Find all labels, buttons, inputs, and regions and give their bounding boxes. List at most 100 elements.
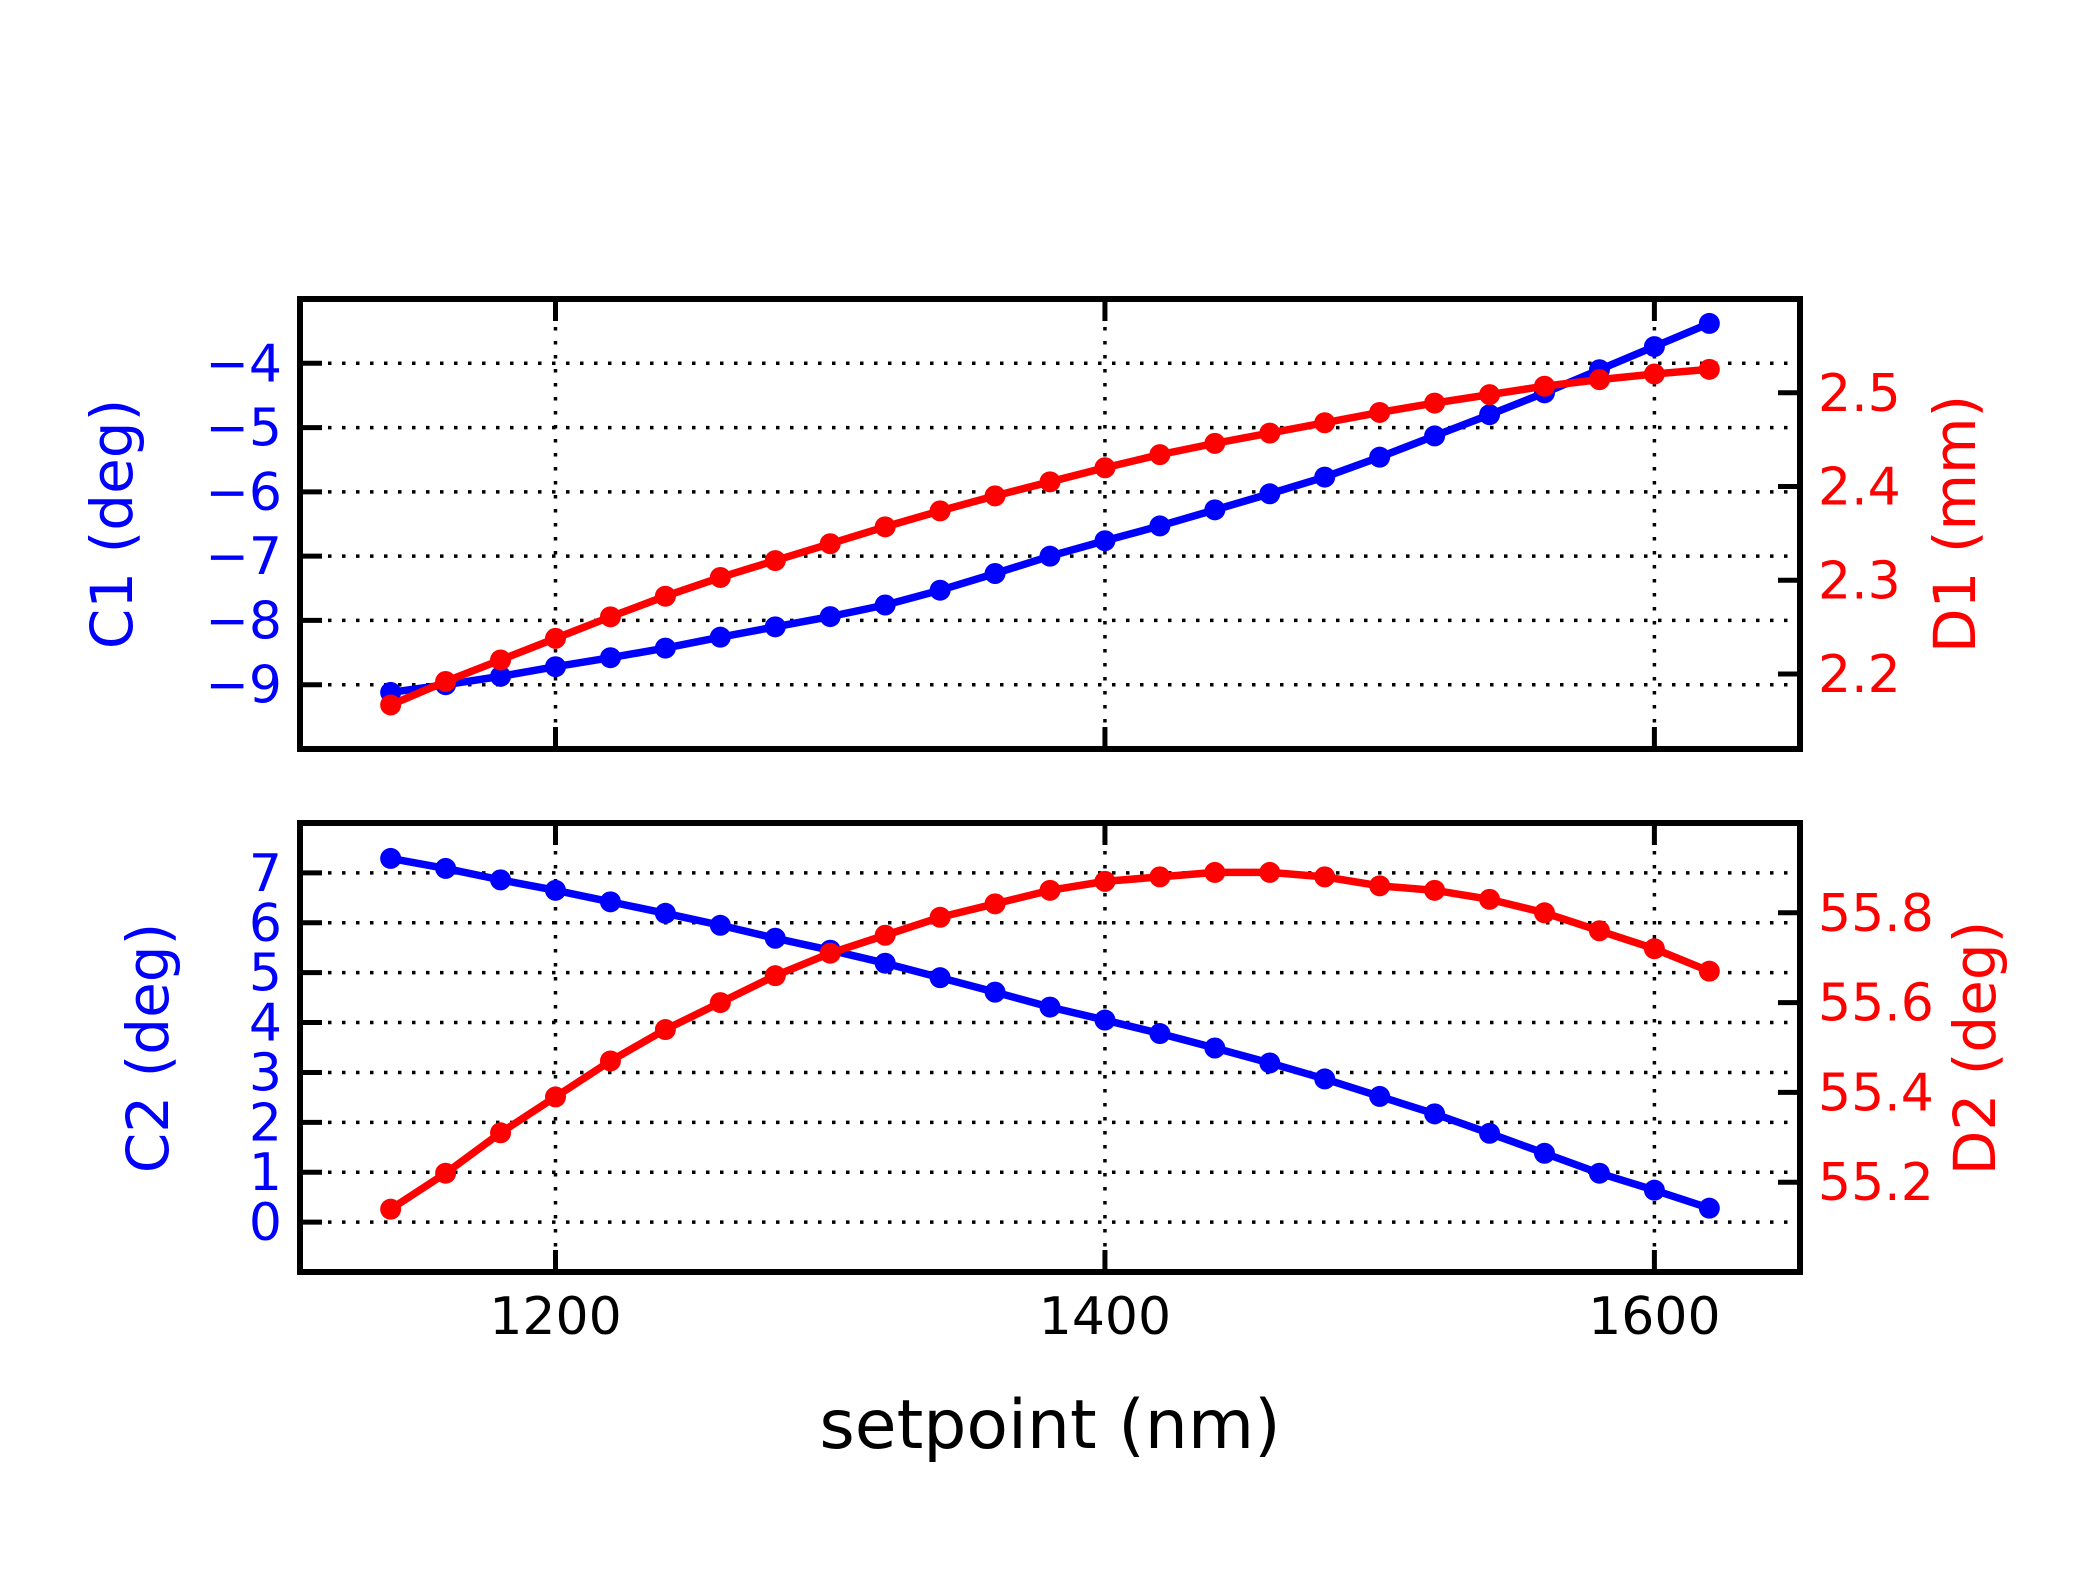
top-c1-marker bbox=[1149, 515, 1171, 537]
top-d1-marker bbox=[1149, 444, 1171, 466]
top-d1-marker bbox=[380, 694, 402, 716]
bottom-c2-marker bbox=[1094, 1009, 1116, 1031]
bottom-d2-marker bbox=[1588, 920, 1610, 942]
bottom-d2-marker bbox=[929, 906, 951, 928]
top-left-tick-label: −6 bbox=[205, 463, 282, 523]
top-left-tick-label: −8 bbox=[205, 591, 282, 651]
bottom-c2-marker bbox=[435, 857, 457, 879]
bottom-left-tick-label: 1 bbox=[249, 1143, 282, 1203]
top-c1-marker bbox=[490, 665, 512, 687]
top-c1-marker bbox=[599, 647, 621, 669]
top-d1-marker bbox=[599, 606, 621, 628]
bottom-c2-marker bbox=[1534, 1142, 1556, 1164]
top-left-tick-label: −9 bbox=[205, 656, 282, 716]
top-d1-marker bbox=[1588, 369, 1610, 391]
top-c1-marker bbox=[764, 616, 786, 638]
bottom-c2-marker bbox=[1369, 1085, 1391, 1107]
bottom-d2-marker bbox=[984, 893, 1006, 915]
bottom-d2-marker bbox=[1534, 902, 1556, 924]
bottom-c2-marker bbox=[709, 914, 731, 936]
bottom-c2-line bbox=[386, 854, 1714, 1212]
bottom-left-tick-label: 4 bbox=[249, 994, 282, 1054]
top-left-tick-label: −5 bbox=[205, 399, 282, 459]
top-d1-marker bbox=[490, 649, 512, 671]
bottom-c2-marker bbox=[490, 869, 512, 891]
bottom-c2-marker bbox=[764, 927, 786, 949]
top-d1-line bbox=[386, 365, 1714, 709]
bottom-c2-marker bbox=[1479, 1122, 1501, 1144]
top-d1-marker bbox=[1479, 384, 1501, 406]
bottom-right-tick-label: 55.6 bbox=[1818, 974, 1934, 1034]
top-c1-marker bbox=[1479, 404, 1501, 426]
bottom-c2-marker bbox=[1039, 996, 1061, 1018]
bottom-d2-marker bbox=[819, 942, 841, 964]
chart-root: −4−5−6−7−8−9 2.5 2.4 2.3 2.2 1200 1400 1600 7654… bbox=[205, 296, 1934, 1347]
bottom-d2-marker bbox=[874, 924, 896, 946]
top-c1-marker bbox=[1314, 466, 1336, 488]
top-left-axis-label: C1 (deg) bbox=[78, 399, 146, 649]
top-c1-marker bbox=[1643, 336, 1665, 358]
top-d1-marker bbox=[819, 533, 841, 555]
bottom-d2-marker bbox=[1259, 861, 1281, 883]
top-d1-marker bbox=[1643, 363, 1665, 385]
bottom-d2-marker bbox=[1369, 875, 1391, 897]
top-d1-marker bbox=[1094, 457, 1116, 479]
bottom-left-tick-label: 6 bbox=[249, 894, 282, 954]
top-d1-marker bbox=[1204, 432, 1226, 454]
top-right-tick-label: 2.4 bbox=[1818, 458, 1901, 518]
bottom-c2-marker bbox=[929, 967, 951, 989]
top-d1-marker bbox=[984, 485, 1006, 507]
top-c1-line bbox=[386, 319, 1714, 697]
bottom-d2-marker bbox=[1643, 938, 1665, 960]
top-d1-marker bbox=[1259, 422, 1281, 444]
top-right-tick-label: 2.5 bbox=[1818, 364, 1901, 424]
top-d1-marker bbox=[709, 566, 731, 588]
x-tick-label: 1600 bbox=[1588, 1287, 1720, 1347]
bottom-c2-marker bbox=[380, 847, 402, 869]
bottom-d2-marker bbox=[1698, 960, 1720, 982]
bottom-right-tick-label: 55.4 bbox=[1818, 1063, 1934, 1123]
bottom-d2-marker bbox=[1314, 866, 1336, 888]
top-c1-marker bbox=[874, 594, 896, 616]
bottom-d2-marker bbox=[380, 1198, 402, 1220]
top-d1-marker bbox=[1369, 401, 1391, 423]
x-tick-label: 1200 bbox=[489, 1287, 621, 1347]
bottom-c2-marker bbox=[1314, 1068, 1336, 1090]
bottom-d2-marker bbox=[1094, 870, 1116, 892]
bottom-left-tick-label: 3 bbox=[249, 1043, 282, 1103]
top-c1-marker bbox=[1424, 425, 1446, 447]
bottom-d2-marker bbox=[1424, 879, 1446, 901]
top-c1-marker bbox=[1698, 312, 1720, 334]
top-d1-marker bbox=[544, 627, 566, 649]
bottom-c2-marker bbox=[984, 981, 1006, 1003]
bottom-d2-marker bbox=[1479, 888, 1501, 910]
top-c1-marker bbox=[1204, 499, 1226, 521]
bottom-c2-marker bbox=[654, 902, 676, 924]
top-c1-marker bbox=[1259, 483, 1281, 505]
bottom-d2-marker bbox=[544, 1086, 566, 1108]
bottom-c2-marker bbox=[544, 879, 566, 901]
bottom-c2-marker bbox=[1259, 1052, 1281, 1074]
bottom-d2-marker bbox=[599, 1050, 621, 1072]
x-tick-label: 1400 bbox=[1039, 1287, 1171, 1347]
bottom-c2-marker bbox=[1588, 1162, 1610, 1184]
top-c1-marker bbox=[1094, 530, 1116, 552]
top-c1-marker bbox=[984, 563, 1006, 584]
bottom-c2-marker bbox=[1643, 1179, 1665, 1201]
bottom-c2-marker bbox=[1424, 1103, 1446, 1125]
bottom-d2-line bbox=[386, 868, 1714, 1213]
top-d1-marker bbox=[764, 550, 786, 572]
top-d1-marker bbox=[654, 585, 676, 607]
bottom-plot-border bbox=[297, 820, 1803, 1275]
top-c1-marker bbox=[544, 656, 566, 678]
top-left-tick-label: −7 bbox=[205, 527, 282, 587]
top-right-axis-label: D1 (mm) bbox=[1921, 395, 1989, 653]
bottom-right-axis-label: D2 (deg) bbox=[1941, 921, 2009, 1176]
bottom-d2-marker bbox=[1039, 879, 1061, 901]
bottom-d2-marker bbox=[654, 1019, 676, 1041]
bottom-d2-marker bbox=[490, 1122, 512, 1144]
bottom-d2-marker bbox=[435, 1162, 457, 1184]
